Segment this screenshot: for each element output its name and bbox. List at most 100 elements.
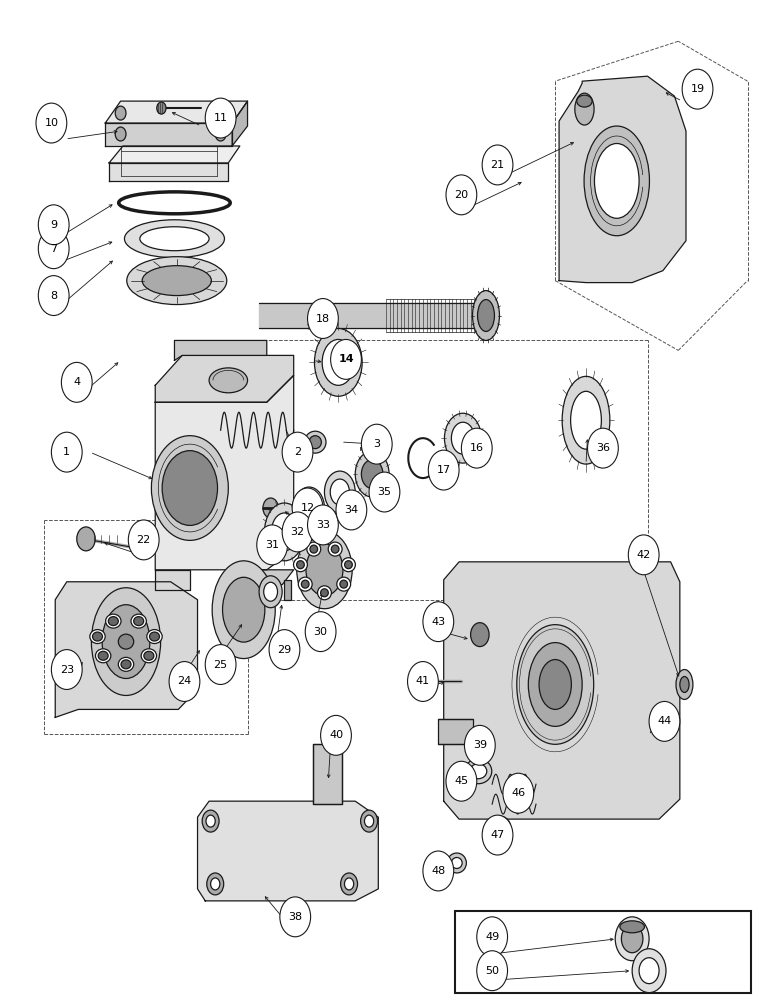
- Ellipse shape: [341, 558, 355, 572]
- Circle shape: [369, 472, 400, 512]
- Circle shape: [39, 276, 69, 316]
- Ellipse shape: [577, 95, 592, 107]
- Polygon shape: [105, 123, 232, 146]
- Text: 16: 16: [470, 443, 484, 453]
- Polygon shape: [109, 163, 229, 181]
- Ellipse shape: [575, 93, 594, 125]
- Polygon shape: [559, 76, 686, 283]
- Circle shape: [52, 432, 82, 472]
- Ellipse shape: [296, 531, 352, 609]
- Ellipse shape: [330, 479, 350, 505]
- Ellipse shape: [317, 586, 331, 600]
- Text: 50: 50: [485, 966, 499, 976]
- Ellipse shape: [144, 651, 154, 660]
- Text: 30: 30: [313, 627, 327, 637]
- Text: 1: 1: [63, 447, 70, 457]
- Circle shape: [215, 127, 226, 141]
- Ellipse shape: [300, 495, 319, 521]
- Text: 19: 19: [690, 84, 705, 94]
- Ellipse shape: [489, 816, 510, 838]
- Circle shape: [615, 917, 649, 961]
- Text: 29: 29: [277, 645, 292, 655]
- Circle shape: [282, 512, 313, 552]
- Ellipse shape: [309, 436, 321, 449]
- Text: 48: 48: [432, 866, 445, 876]
- Ellipse shape: [292, 499, 323, 541]
- Text: 32: 32: [290, 527, 305, 537]
- Polygon shape: [155, 375, 293, 570]
- Polygon shape: [155, 355, 293, 402]
- Ellipse shape: [106, 614, 121, 628]
- Ellipse shape: [516, 625, 594, 744]
- Ellipse shape: [108, 617, 118, 626]
- Text: 41: 41: [416, 676, 430, 686]
- Ellipse shape: [465, 759, 492, 784]
- Text: 7: 7: [50, 244, 57, 254]
- Circle shape: [115, 127, 126, 141]
- Text: 12: 12: [300, 503, 315, 513]
- Ellipse shape: [118, 657, 134, 671]
- Circle shape: [639, 958, 659, 984]
- Ellipse shape: [91, 588, 161, 695]
- Text: 17: 17: [437, 465, 451, 475]
- Text: 4: 4: [73, 377, 80, 387]
- Ellipse shape: [324, 471, 355, 513]
- Ellipse shape: [90, 630, 105, 644]
- Ellipse shape: [93, 632, 103, 641]
- Circle shape: [621, 925, 643, 953]
- Ellipse shape: [140, 227, 209, 251]
- Circle shape: [336, 490, 367, 530]
- Ellipse shape: [131, 614, 147, 628]
- Circle shape: [477, 917, 507, 957]
- Text: 8: 8: [50, 291, 57, 301]
- Ellipse shape: [539, 660, 571, 709]
- Circle shape: [471, 623, 489, 647]
- Circle shape: [482, 815, 513, 855]
- Ellipse shape: [447, 853, 466, 873]
- Ellipse shape: [304, 431, 326, 453]
- Circle shape: [423, 851, 454, 891]
- Text: 40: 40: [329, 730, 343, 740]
- Ellipse shape: [150, 632, 160, 641]
- Ellipse shape: [121, 660, 131, 669]
- Circle shape: [292, 488, 323, 528]
- Text: 22: 22: [137, 535, 151, 545]
- Polygon shape: [109, 146, 240, 163]
- Text: 10: 10: [44, 118, 59, 128]
- Circle shape: [205, 98, 236, 138]
- Text: 2: 2: [294, 447, 301, 457]
- Text: 35: 35: [378, 487, 391, 497]
- Ellipse shape: [314, 328, 362, 396]
- Ellipse shape: [127, 257, 227, 305]
- Circle shape: [320, 715, 351, 755]
- Text: 38: 38: [288, 912, 303, 922]
- Text: 21: 21: [490, 160, 505, 170]
- Ellipse shape: [124, 220, 225, 258]
- Circle shape: [202, 810, 219, 832]
- Ellipse shape: [96, 649, 111, 663]
- Text: 24: 24: [178, 676, 191, 686]
- Circle shape: [477, 951, 507, 991]
- Circle shape: [205, 645, 236, 684]
- Ellipse shape: [301, 580, 309, 588]
- Ellipse shape: [337, 577, 350, 591]
- Text: 36: 36: [596, 443, 610, 453]
- Bar: [455, 911, 751, 993]
- Text: 9: 9: [50, 220, 57, 230]
- Ellipse shape: [265, 503, 304, 561]
- Circle shape: [628, 535, 659, 575]
- Text: 20: 20: [454, 190, 469, 200]
- Text: 25: 25: [214, 660, 228, 670]
- Ellipse shape: [118, 634, 134, 649]
- Ellipse shape: [298, 507, 317, 533]
- Polygon shape: [444, 562, 680, 819]
- Ellipse shape: [355, 451, 389, 497]
- Circle shape: [269, 630, 300, 670]
- Circle shape: [482, 145, 513, 185]
- Ellipse shape: [98, 651, 108, 660]
- Polygon shape: [105, 101, 248, 123]
- Circle shape: [169, 662, 200, 701]
- Ellipse shape: [344, 561, 352, 569]
- Text: 31: 31: [265, 540, 279, 550]
- Ellipse shape: [445, 413, 482, 463]
